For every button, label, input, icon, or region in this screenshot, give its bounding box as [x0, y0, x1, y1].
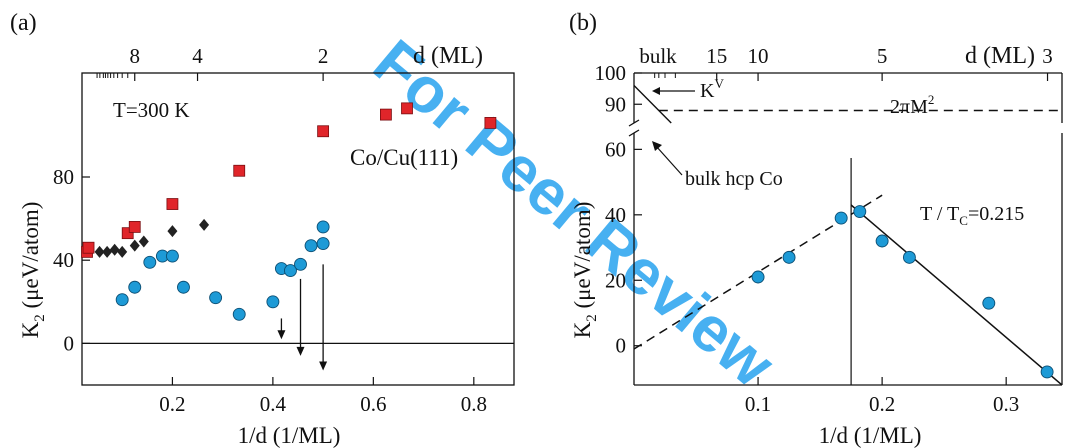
panel-b-marks	[633, 85, 1063, 386]
panel-a-frame	[81, 72, 515, 386]
data-point-diamond	[129, 239, 140, 252]
top-tick-label: 8	[129, 44, 140, 68]
data-point-circle	[782, 250, 796, 264]
panel-a-marks	[81, 102, 514, 371]
data-point-circle	[834, 211, 848, 225]
fit-line	[850, 204, 1063, 386]
top-tick-label: 4	[192, 44, 203, 68]
top-tick-label: 15	[706, 44, 727, 68]
transition-arrow-head	[319, 361, 328, 371]
data-point-diamond	[199, 218, 210, 231]
data-point-diamond	[138, 235, 149, 248]
panel-b-annotation-ratio: T / TC=0.215	[920, 203, 1024, 228]
panel-b-top-axis-label: d (ML)	[965, 43, 1035, 69]
data-point-diamond	[167, 225, 178, 238]
transition-arrow-head	[296, 346, 305, 356]
data-point-square	[484, 117, 497, 129]
y-tick-label-upper: 90	[605, 92, 626, 116]
axis-break-mark	[628, 129, 640, 137]
data-point-circle	[1040, 365, 1054, 379]
axis-break-mark	[628, 119, 640, 127]
y-tick-label: 80	[53, 165, 74, 189]
data-point-square	[380, 108, 392, 121]
bulk-pointer-head	[652, 141, 662, 151]
reference-line	[633, 85, 672, 124]
data-point-circle	[165, 249, 179, 263]
x-tick-label: 0.2	[159, 392, 185, 416]
data-point-circle	[143, 255, 157, 269]
x-tick-label: 0.4	[260, 392, 287, 416]
kv-pointer-head	[652, 87, 660, 95]
data-point-square	[121, 227, 134, 240]
data-point-circle	[266, 295, 280, 309]
panel-a-x-axis-label: 1/d (1/ML)	[238, 423, 341, 448]
bulk-pointer	[655, 145, 683, 176]
data-point-diamond	[102, 245, 113, 258]
panel-a-label: (a)	[10, 10, 37, 36]
data-point-circle	[751, 270, 765, 284]
data-point-diamond	[109, 243, 120, 256]
panel-b-x-axis-label: 1/d (1/ML)	[819, 423, 922, 448]
panel-b-annotation-kv: KV	[700, 76, 724, 102]
data-point-square	[128, 221, 141, 233]
x-tick-label: 0.2	[869, 392, 895, 416]
x-tick-label: 0.6	[360, 392, 386, 416]
panel-a-annotation-temperature: T=300 K	[113, 98, 190, 122]
data-point-circle	[232, 307, 246, 321]
data-point-square	[166, 198, 179, 210]
data-point-circle	[115, 293, 129, 307]
top-tick-label: 10	[748, 44, 769, 68]
top-tick-label: bulk	[639, 44, 677, 68]
y-tick-label: 0	[616, 334, 627, 358]
panel-a-top-axis-label: d (ML)	[413, 43, 483, 69]
data-point-square	[401, 102, 413, 115]
x-tick-label: 0.3	[993, 392, 1019, 416]
panel-b: (b) 0.1 0.2 0.3 0 20 40 60 90 100 bulk 15 10 5 3 d (M…	[569, 10, 1063, 448]
panel-b-label: (b)	[569, 10, 597, 36]
panel-b-annotation-shape-anisotropy: 2πM2	[890, 92, 934, 118]
data-point-circle	[177, 280, 190, 294]
panel-a-annotation-system: Co/Cu(111)	[350, 145, 458, 170]
transition-arrow-head	[277, 330, 286, 340]
data-point-square	[82, 241, 95, 254]
data-point-circle	[284, 264, 297, 278]
data-point-circle	[128, 280, 142, 294]
panel-b-annotation-bulk-hcp: bulk hcp Co	[685, 168, 783, 190]
data-point-square	[317, 125, 330, 138]
data-point-circle	[316, 237, 330, 251]
data-point-diamond	[117, 245, 128, 258]
y-tick-label-upper: 100	[595, 61, 627, 85]
data-point-circle	[982, 296, 996, 310]
y-tick-label: 40	[605, 203, 626, 227]
x-tick-label: 0.1	[745, 392, 771, 416]
data-point-square	[233, 164, 246, 177]
panel-a-ticks: 0.2 0.4 0.6 0.8 0 40 80 8 4 2	[53, 44, 487, 416]
panel-b-y-axis-label: K2 (μeV/atom)	[570, 202, 600, 339]
y-tick-label: 40	[53, 248, 74, 272]
top-tick-label: 3	[1042, 44, 1053, 68]
data-point-circle	[316, 220, 330, 234]
y-tick-label: 60	[605, 137, 626, 161]
top-tick-label: 2	[318, 44, 329, 68]
data-point-circle	[294, 257, 307, 271]
data-point-circle	[902, 250, 916, 264]
panel-b-frame	[628, 72, 1063, 386]
data-point-circle	[209, 291, 223, 305]
y-tick-label: 0	[64, 331, 75, 355]
data-point-circle	[875, 234, 889, 248]
y-tick-label: 20	[605, 268, 626, 292]
data-point-circle	[304, 239, 318, 253]
data-point-circle	[853, 205, 867, 218]
x-tick-label: 0.8	[461, 392, 487, 416]
top-tick-label: 5	[877, 44, 888, 68]
data-point-diamond	[94, 245, 105, 258]
panel-b-ticks: 0.1 0.2 0.3 0 20 40 60 90 100 bulk 15 10 5 3	[595, 44, 1053, 416]
panel-a-y-axis-label: K2 (μeV/atom)	[18, 202, 48, 339]
